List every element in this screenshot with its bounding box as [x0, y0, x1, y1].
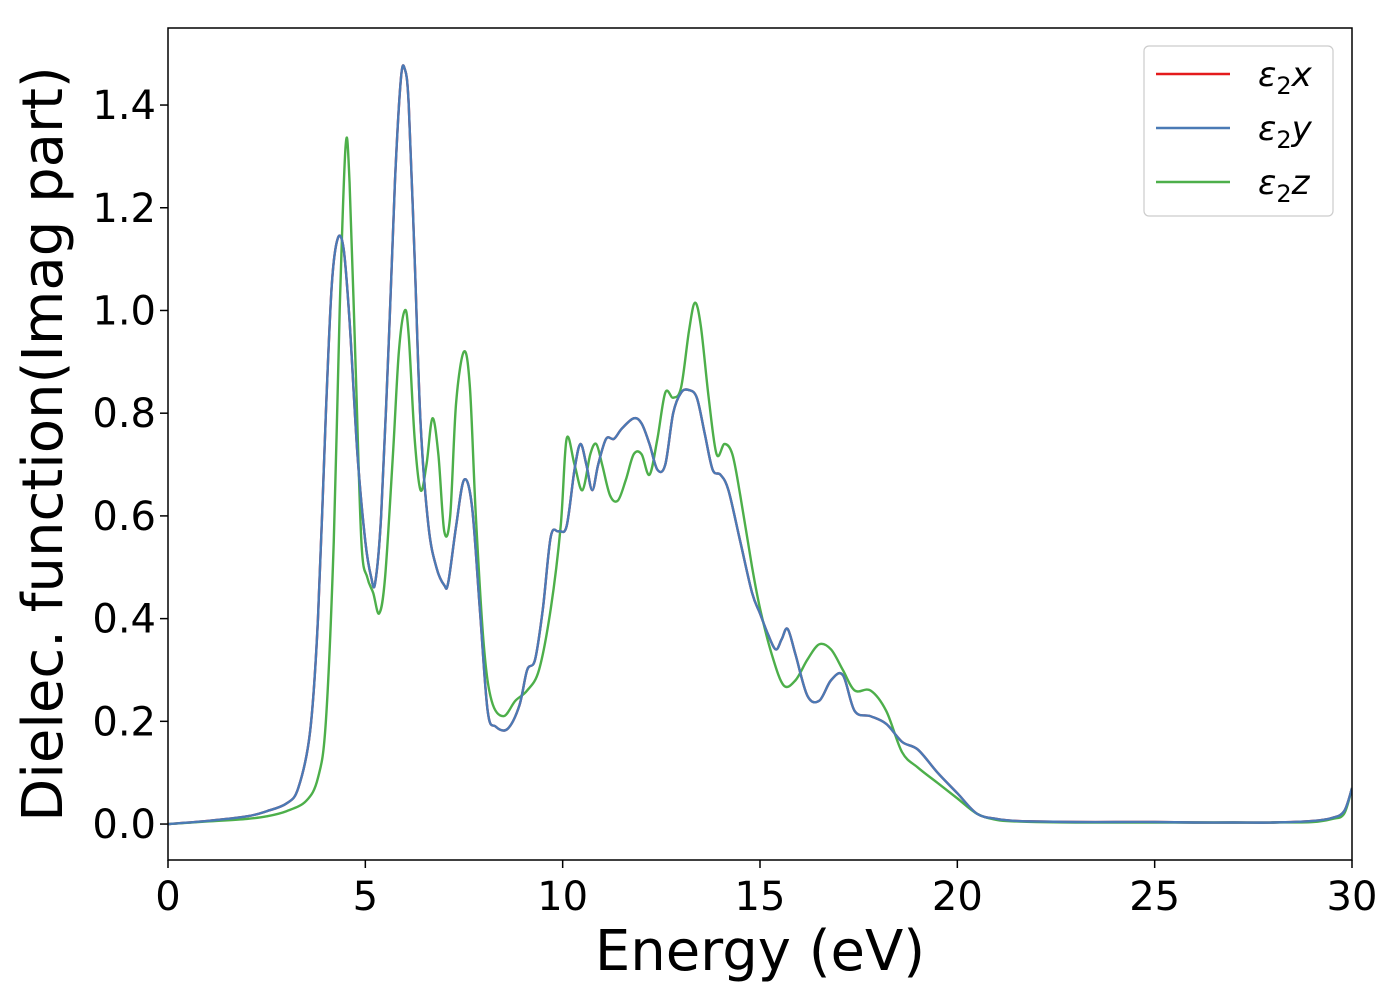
y-tick-label: 1.2 — [92, 186, 156, 232]
legend-label-x: ε2x — [1258, 55, 1313, 100]
y-tick-label: 0.0 — [92, 802, 156, 848]
series-layer — [168, 64, 1352, 826]
y-tick-label: 0.6 — [92, 494, 156, 540]
y-axis-title: Dielec. function(Imag part) — [11, 66, 76, 822]
x-tick-label: 15 — [735, 874, 786, 920]
x-tick-label: 0 — [155, 874, 180, 920]
x-tick-label: 25 — [1129, 874, 1180, 920]
y-axis: 0.0 0.2 0.4 0.6 0.8 1.0 1.2 1.4 — [92, 83, 168, 848]
x-axis: 0 5 10 15 20 25 30 — [155, 860, 1377, 920]
y-tick-label: 0.4 — [92, 597, 156, 643]
x-axis-title: Energy (eV) — [595, 919, 925, 984]
y-tick-label: 0.2 — [92, 699, 156, 745]
legend-label-y: ε2y — [1258, 109, 1313, 154]
x-tick-label: 30 — [1327, 874, 1378, 920]
y-tick-label: 1.0 — [92, 288, 156, 334]
series-line-z — [168, 136, 1352, 826]
x-tick-label: 10 — [537, 874, 588, 920]
x-tick-label: 20 — [932, 874, 983, 920]
legend: ε2x ε2y ε2z — [1143, 45, 1334, 217]
x-tick-label: 5 — [353, 874, 378, 920]
y-tick-label: 1.4 — [92, 83, 156, 129]
legend-box — [1143, 45, 1334, 217]
y-tick-label: 0.8 — [92, 391, 156, 437]
legend-label-z: ε2z — [1258, 163, 1311, 208]
series-line-y — [168, 64, 1352, 826]
